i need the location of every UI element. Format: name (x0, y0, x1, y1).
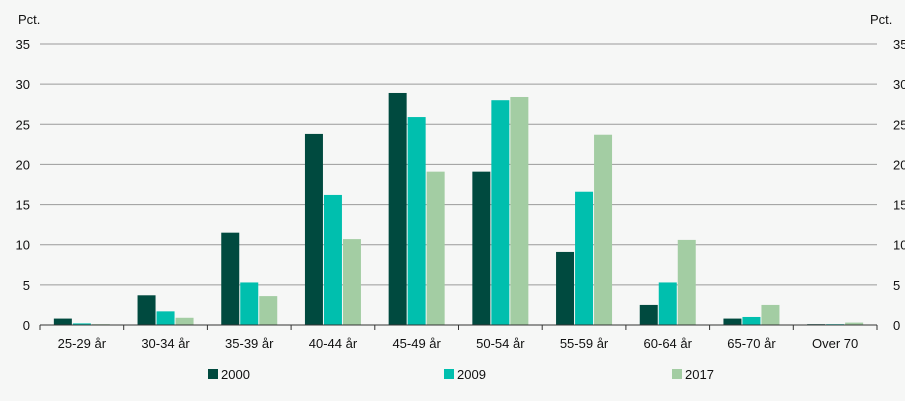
y-tick-label-left: 15 (16, 198, 30, 213)
x-tick-label: 40-44 år (309, 336, 358, 351)
x-tick-label: 25-29 år (58, 336, 107, 351)
y-axis-label-right: Pct. (870, 12, 892, 27)
bar-2009-5 (407, 117, 426, 325)
bar-2017-10 (845, 322, 864, 325)
legend-label-2000: 2000 (221, 367, 250, 382)
bar-2000-6 (472, 171, 491, 325)
bar-2009-8 (658, 282, 677, 325)
legend-label-2017: 2017 (685, 367, 714, 382)
bar-2017-7 (594, 134, 613, 325)
bar-2009-6 (491, 100, 510, 325)
bar-2017-2 (175, 317, 194, 325)
x-tick-label: 35-39 år (225, 336, 274, 351)
bar-2009-4 (323, 194, 342, 325)
bar-2000-8 (639, 304, 658, 325)
legend: 2000 2009 2017 (208, 367, 714, 382)
y-tick-label-right: 0 (893, 318, 900, 333)
bar-2017-6 (510, 96, 529, 325)
y-tick-label-left: 20 (16, 157, 30, 172)
bar-2009-9 (742, 316, 761, 325)
y-tick-label-left: 25 (16, 117, 30, 132)
legend-swatch-2017 (672, 369, 682, 379)
x-tick-label: 50-54 år (476, 336, 525, 351)
y-tick-label-right: 5 (893, 278, 900, 293)
bar-2017-4 (342, 239, 361, 325)
y-tick-label-right: 35 (893, 37, 905, 52)
bar-2009-2 (156, 311, 175, 325)
legend-swatch-2009 (444, 369, 454, 379)
y-tick-label-left: 35 (16, 37, 30, 52)
bar-2000-9 (723, 318, 742, 325)
x-tick-label: 30-34 år (141, 336, 190, 351)
x-tick-label: Over 70 (812, 336, 858, 351)
y-tick-label-right: 10 (893, 238, 905, 253)
x-tick-label: 65-70 år (727, 336, 776, 351)
gridlines (40, 43, 877, 286)
axes: 0 0 5 5 10 10 15 15 20 20 25 25 30 30 35 35 25-29 år 30-3… (16, 37, 905, 351)
y-tick-label-right: 30 (893, 77, 905, 92)
bar-2000-1 (53, 318, 72, 325)
bar-2000-7 (556, 251, 575, 325)
legend-swatch-2000 (208, 369, 218, 379)
y-tick-label-right: 15 (893, 198, 905, 213)
bar-2000-2 (137, 295, 156, 325)
bar-2017-9 (761, 304, 780, 325)
bar-2000-5 (388, 92, 407, 325)
bar-2000-3 (221, 232, 240, 325)
x-tick-label: 60-64 år (644, 336, 693, 351)
bar-2009-1 (72, 323, 91, 325)
y-tick-label-left: 10 (16, 238, 30, 253)
y-tick-label-left: 5 (23, 278, 30, 293)
y-tick-label-right: 25 (893, 117, 905, 132)
bars (53, 92, 864, 325)
bar-2017-8 (677, 239, 696, 325)
y-axis-label-left: Pct. (18, 12, 40, 27)
y-tick-label-left: 0 (23, 318, 30, 333)
bar-2017-5 (426, 171, 445, 325)
bar-2000-4 (304, 133, 323, 325)
y-tick-label-right: 20 (893, 157, 905, 172)
y-tick-label-left: 30 (16, 77, 30, 92)
x-tick-label: 45-49 år (392, 336, 441, 351)
legend-label-2009: 2009 (457, 367, 486, 382)
bar-2009-7 (575, 191, 594, 325)
x-tick-label: 55-59 år (560, 336, 609, 351)
bar-2009-3 (240, 282, 259, 325)
bar-2017-3 (259, 296, 278, 325)
